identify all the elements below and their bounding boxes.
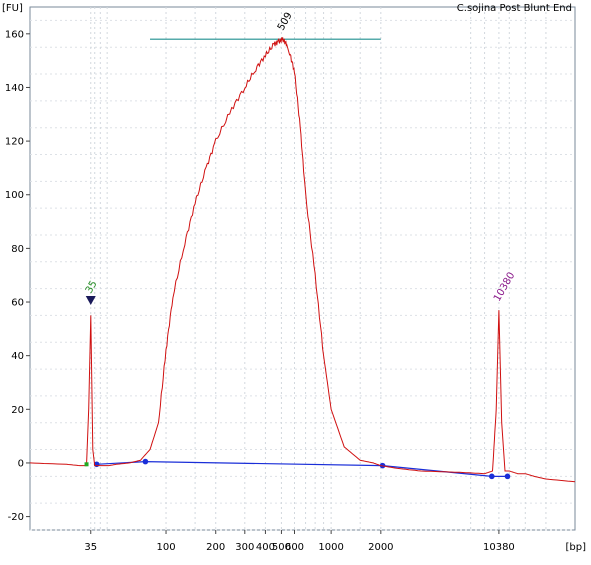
x-axis-label: [bp] [566,542,587,553]
peak-label: 509 [276,11,295,33]
grid [29,6,576,531]
x-tick-label: 100 [156,542,175,553]
y-axis: -20 0 20 40 60 80 100 120 140 160 [5,29,30,523]
y-tick-label: 120 [5,137,24,148]
plot-frame [29,6,576,531]
peak-label: 10380 [492,271,517,304]
y-tick-label: 80 [11,244,24,255]
x-tick-label: 1000 [318,542,343,553]
data-markers: 35 509 10380 [84,11,517,467]
y-tick-label: -20 [8,512,24,523]
baseline-point [504,473,511,480]
x-tick-label: 10380 [483,542,515,553]
lower-marker-triangle [85,296,96,306]
x-tick-label: 400 [256,542,275,553]
peak-label: 35 [84,279,100,296]
x-tick-label: 35 [84,542,97,553]
y-tick-label: 40 [11,351,24,362]
y-axis-label: [FU] [2,3,23,14]
baseline-line [96,461,508,477]
plot-lines [29,37,576,483]
x-tick-label: 600 [285,542,304,553]
x-tick-label: 2000 [368,542,393,553]
y-tick-label: 0 [18,458,24,469]
y-tick-label: 60 [11,298,24,309]
baseline-point [142,458,149,465]
x-tick-label: 200 [206,542,225,553]
x-tick-label: 300 [235,542,254,553]
y-tick-label: 140 [5,83,24,94]
lower-marker-square [84,462,89,467]
x-tick-label: 500 [272,542,291,553]
signal-trace [29,37,576,483]
chart-title: C.sojina Post Blunt End [457,3,572,14]
y-tick-label: 100 [5,190,24,201]
y-tick-label: 20 [11,405,24,416]
baseline-point [488,473,495,480]
y-tick-label: 160 [5,29,24,40]
